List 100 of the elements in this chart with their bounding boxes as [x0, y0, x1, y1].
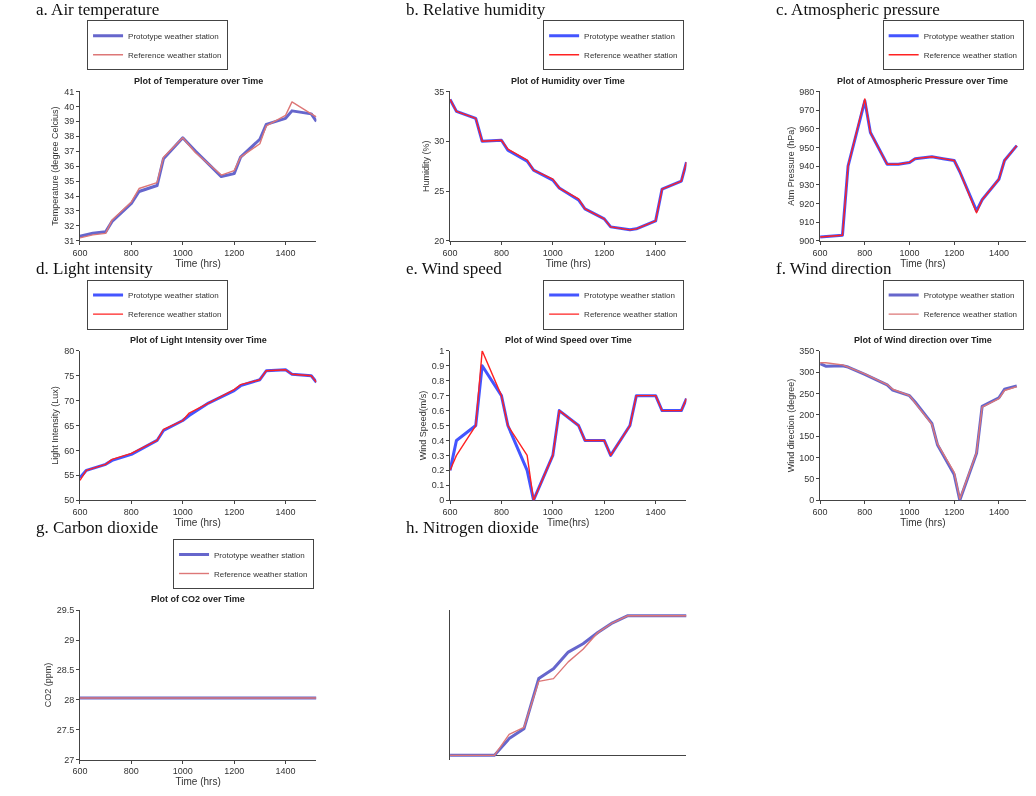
chart-title: h. Nitrogen dioxide	[406, 518, 539, 537]
y-tick-label: 32	[64, 221, 75, 232]
x-tick-label: 1000	[542, 506, 563, 517]
y-tick-label: 0.1	[431, 480, 445, 491]
x-tick-label: 600	[812, 247, 828, 258]
y-axis-title: Atm Pressure (hPa)	[785, 126, 796, 206]
y-axis-title: Wind direction (degree)	[785, 378, 796, 473]
y-tick-label: 920	[799, 198, 815, 209]
y-tick-label: 80	[64, 345, 75, 356]
y-tick-label: 27.5	[56, 724, 75, 735]
chart-title: f. Wind direction	[776, 259, 893, 278]
x-tick-label: 1000	[899, 247, 920, 258]
legend-label: Prototype weather station	[128, 291, 219, 301]
chart-subtitle: Plot of Atmospheric Pressure over Time	[837, 76, 1009, 86]
x-tick-label: 1000	[172, 766, 193, 777]
legend-label: Reference weather station	[584, 50, 678, 60]
x-tick-label: 1200	[224, 247, 245, 258]
y-tick-label: 40	[64, 101, 75, 112]
x-tick-label: 1400	[275, 506, 296, 517]
x-axis-title: Time (hrs)	[175, 516, 221, 528]
chart-subtitle: Plot of Wind Speed over Time	[505, 335, 632, 345]
x-tick-label: 600	[442, 506, 458, 517]
chart-title: e. Wind speed	[406, 259, 503, 278]
y-tick-label: 0.3	[431, 450, 445, 461]
legend-label: Reference weather station	[923, 50, 1018, 60]
x-tick-label: 1400	[645, 247, 666, 258]
y-tick-label: 0.7	[431, 390, 445, 401]
y-tick-label: 70	[64, 395, 75, 406]
x-tick-label: 1200	[224, 766, 245, 777]
y-tick-label: 36	[64, 161, 75, 172]
x-tick-label: 600	[442, 247, 458, 258]
legend-label: Prototype weather station	[923, 291, 1015, 301]
x-tick-label: 1400	[275, 247, 296, 258]
x-tick-label: 800	[123, 506, 139, 517]
x-tick-label: 600	[72, 247, 88, 258]
y-tick-label: 0.5	[431, 420, 445, 431]
y-tick-label: 50	[804, 474, 815, 484]
chart-subtitle: Plot of Temperature over Time	[134, 76, 264, 86]
y-tick-label: 25	[434, 186, 445, 197]
y-tick-label: 300	[799, 367, 815, 378]
y-tick-label: 60	[64, 445, 75, 456]
x-tick-label: 1000	[172, 247, 193, 258]
y-tick-label: 1	[439, 345, 445, 356]
x-tick-label: 1400	[645, 506, 666, 517]
y-tick-label: 150	[799, 431, 815, 442]
y-tick-label: 940	[799, 161, 815, 172]
y-tick-label: 950	[799, 142, 815, 153]
y-tick-label: 50	[64, 495, 75, 506]
x-tick-label: 1000	[899, 506, 920, 517]
y-axis-title: Light Intensity (Lux)	[50, 386, 61, 465]
legend-label: Reference weather station	[128, 50, 222, 60]
legend-label: Reference weather station	[923, 310, 1018, 320]
x-tick-label: 800	[493, 506, 509, 517]
y-tick-label: 0.2	[431, 465, 445, 476]
y-tick-label: 33	[64, 206, 75, 217]
x-tick-label: 800	[123, 247, 139, 258]
y-tick-label: 35	[434, 86, 445, 97]
x-tick-label: 1000	[172, 506, 193, 517]
x-tick-label: 1200	[944, 506, 965, 517]
x-tick-label: 800	[857, 247, 873, 258]
x-axis-title: Time (hrs)	[900, 257, 946, 269]
x-tick-label: 1200	[594, 247, 615, 258]
y-tick-label: 980	[799, 86, 815, 97]
x-tick-label: 600	[72, 766, 88, 777]
chart-title: a. Air temperature	[36, 0, 160, 19]
y-tick-label: 100	[799, 452, 815, 463]
y-tick-label: 27	[64, 754, 75, 765]
y-tick-label: 37	[64, 146, 75, 157]
chart-title: c. Atmospheric pressure	[776, 0, 940, 19]
y-tick-label: 29	[64, 635, 75, 646]
y-tick-label: 910	[799, 217, 815, 228]
chart-subtitle: Plot of Wind direction over Time	[854, 335, 992, 345]
y-tick-label: 960	[799, 123, 815, 134]
y-tick-label: 28.5	[56, 665, 75, 676]
legend-label: Reference weather station	[584, 310, 678, 320]
y-tick-label: 28	[64, 694, 75, 705]
y-tick-label: 970	[799, 105, 815, 116]
x-axis-title: Time(hrs)	[547, 516, 590, 528]
y-axis-title: CO2 (ppm)	[42, 662, 53, 708]
legend-label: Reference weather station	[128, 310, 222, 320]
y-tick-label: 0	[809, 495, 815, 506]
x-tick-label: 600	[812, 506, 828, 517]
chart-subtitle: Plot of Light Intensity over Time	[130, 335, 267, 345]
x-axis-title: Time (hrs)	[545, 257, 591, 269]
x-tick-label: 1200	[594, 506, 615, 517]
y-tick-label: 41	[64, 86, 75, 97]
x-tick-label: 1400	[988, 506, 1009, 517]
y-tick-label: 250	[799, 388, 815, 399]
x-tick-label: 800	[493, 247, 509, 258]
x-tick-label: 800	[857, 506, 873, 517]
y-tick-label: 31	[64, 235, 75, 246]
y-tick-label: 200	[799, 409, 815, 420]
legend-label: Prototype weather station	[584, 291, 675, 301]
chart-subtitle: Plot of CO2 over Time	[151, 594, 245, 604]
chart-subtitle: Plot of Humidity over Time	[511, 76, 625, 86]
y-tick-label: 0.6	[431, 405, 445, 416]
y-tick-label: 0	[439, 495, 445, 506]
x-tick-label: 1200	[224, 506, 245, 517]
y-tick-label: 0.4	[431, 435, 445, 446]
y-axis-title: Temperature (degree Celcius)	[50, 106, 61, 226]
